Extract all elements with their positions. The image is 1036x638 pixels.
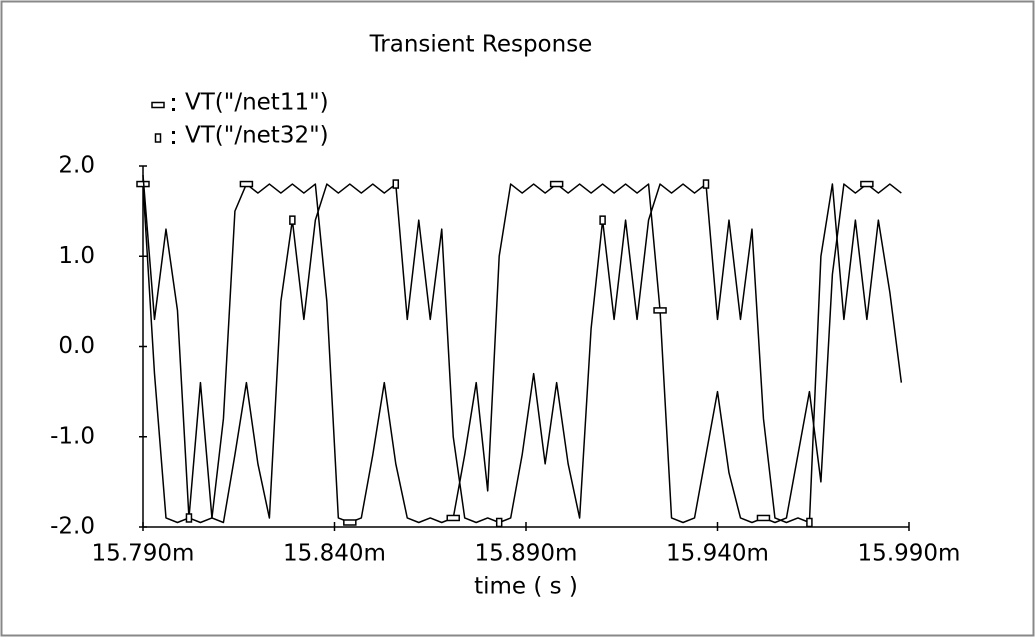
series-marker (289, 215, 296, 225)
y-tick-label: -1.0 (50, 423, 95, 449)
series-marker (806, 517, 813, 528)
series-marker (549, 180, 564, 188)
y-tick-label: 2.0 (58, 153, 95, 179)
x-tick-label: 15.940m (666, 541, 769, 567)
series-marker (756, 514, 771, 522)
series-marker (446, 514, 460, 522)
series-line (142, 183, 902, 524)
y-tick-label: 0.0 (58, 333, 95, 359)
x-tick-label: 15.840m (283, 541, 386, 567)
y-tick-label: -2.0 (50, 514, 95, 540)
x-tick-label: 15.990m (858, 541, 961, 567)
legend-symbol (151, 101, 165, 109)
y-tick-label: 1.0 (58, 243, 95, 269)
series-marker (702, 179, 710, 189)
legend-label: VT("/net32") (185, 123, 329, 149)
legend-colon (172, 98, 175, 101)
series-marker (653, 307, 667, 314)
legend-colon (172, 108, 175, 111)
series-line (142, 174, 903, 524)
series-marker (599, 215, 606, 225)
series-marker (860, 180, 874, 188)
x-tick-label: 15.790m (92, 541, 195, 567)
series-marker (495, 517, 503, 528)
x-tick-label: 15.890m (475, 541, 578, 567)
legend-colon (172, 141, 175, 144)
series-marker (343, 519, 357, 526)
series-marker (239, 180, 254, 188)
chart-title: Transient Response (369, 32, 593, 58)
legend-colon (172, 131, 175, 134)
legend-symbol (154, 133, 162, 143)
x-axis-label: time ( s ) (474, 574, 578, 600)
series-marker (392, 179, 400, 189)
legend-label: VT("/net11") (185, 90, 329, 116)
series-marker (185, 513, 193, 523)
